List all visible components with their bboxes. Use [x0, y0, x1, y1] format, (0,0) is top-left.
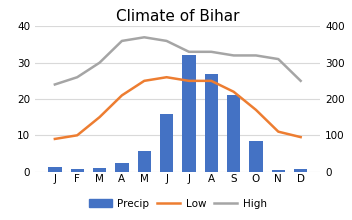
Bar	[160, 114, 173, 172]
Bar	[48, 167, 62, 172]
Bar	[205, 73, 218, 172]
Bar	[294, 169, 307, 172]
Bar	[249, 141, 263, 172]
Bar	[70, 169, 84, 172]
Legend: Precip, Low, High: Precip, Low, High	[85, 194, 271, 213]
Bar	[182, 55, 196, 172]
Bar	[272, 170, 285, 172]
Title: Climate of Bihar: Climate of Bihar	[116, 9, 239, 24]
Bar	[93, 168, 106, 172]
Bar	[138, 150, 151, 172]
Bar	[227, 95, 240, 172]
Bar	[115, 163, 128, 172]
